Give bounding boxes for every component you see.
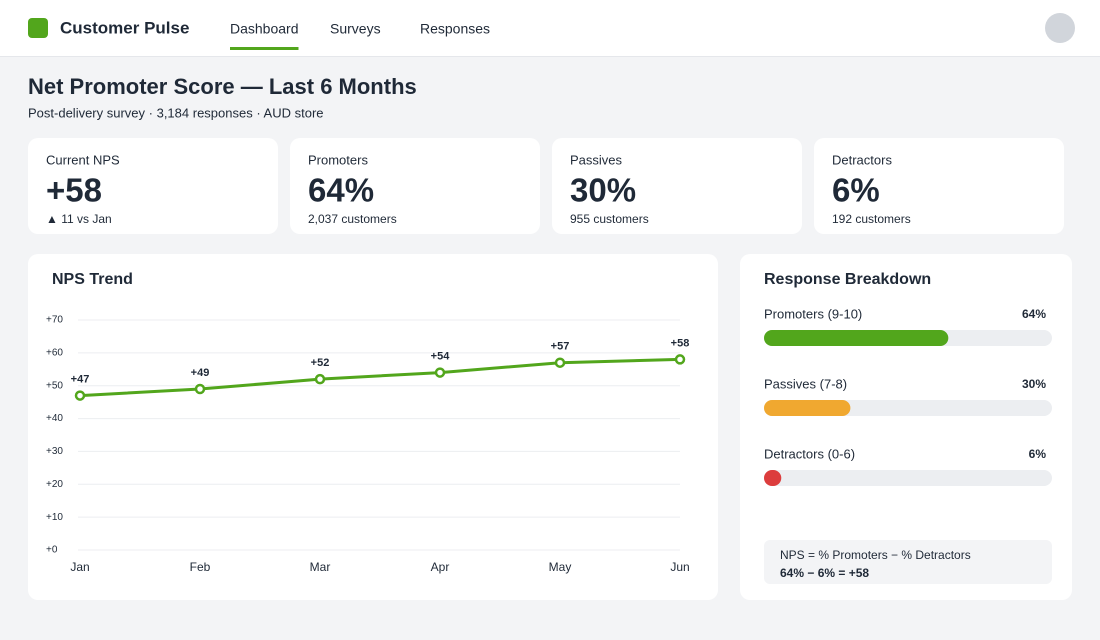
data-point — [434, 367, 446, 378]
avatar[interactable] — [1045, 13, 1075, 43]
x-tick-label: Mar — [310, 560, 331, 574]
data-label: +58 — [671, 337, 690, 349]
y-tick-label: +70 — [46, 315, 63, 326]
y-tick-label: +0 — [46, 545, 58, 556]
breakdown-label: Promoters (9-10) — [764, 306, 862, 321]
page-subtitle: Post-delivery survey · 3,184 responses ·… — [28, 105, 324, 120]
kpi-card — [814, 138, 1064, 234]
breakdown-value: 64% — [1022, 307, 1046, 321]
y-tick-label: +50 — [46, 380, 63, 391]
trend-line — [79, 357, 681, 398]
y-tick-label: +30 — [46, 446, 63, 457]
data-point — [554, 357, 566, 368]
brand: Customer Pulse — [60, 18, 189, 37]
x-tick-label: Apr — [431, 560, 450, 574]
y-tick-label: +40 — [46, 413, 63, 424]
nav-active-underline — [230, 47, 299, 50]
kpi-value: 6% — [832, 172, 880, 209]
bar-fill — [764, 330, 949, 346]
data-label: +57 — [551, 341, 570, 353]
kpi-label: Detractors — [832, 152, 892, 167]
x-tick-label: Jun — [670, 560, 689, 574]
kpi-sub: 2,037 customers — [308, 212, 397, 226]
data-point — [194, 383, 206, 395]
calculation: 64% − 6% = +58 — [780, 566, 869, 580]
x-tick-label: May — [549, 560, 572, 574]
data-label: +54 — [431, 350, 451, 362]
kpi-sub: 955 customers — [570, 212, 649, 226]
kpi-sub: ▲ 11 vs Jan — [46, 212, 112, 226]
data-label: +49 — [191, 367, 210, 379]
header — [0, 0, 1100, 56]
bar-track — [764, 470, 1052, 486]
kpi-value: 30% — [570, 172, 636, 209]
bar-fill — [764, 470, 782, 486]
kpi-label: Passives — [570, 152, 623, 167]
formula-box — [764, 540, 1052, 584]
kpi-card — [290, 138, 540, 234]
breakdown-title: Response Breakdown — [764, 271, 931, 288]
data-point — [674, 354, 686, 365]
y-tick-label: +10 — [46, 512, 63, 523]
kpi-sub: 192 customers — [832, 212, 911, 226]
data-label: +47 — [71, 373, 90, 385]
nav-item[interactable]: Surveys — [330, 21, 381, 37]
kpi-value: 64% — [308, 172, 374, 209]
kpi-card — [552, 138, 802, 234]
chart-panel — [28, 254, 718, 600]
x-tick-label: Feb — [190, 560, 211, 574]
y-tick-label: +60 — [46, 347, 63, 358]
logo — [28, 18, 48, 38]
breakdown-value: 30% — [1022, 377, 1046, 391]
x-tick-label: Jan — [70, 560, 89, 574]
breakdown-value: 6% — [1029, 447, 1047, 461]
chart-title: NPS Trend — [52, 271, 133, 288]
bar-fill — [764, 400, 851, 416]
data-point — [74, 390, 86, 401]
page-title: Net Promoter Score — Last 6 Months — [28, 74, 417, 99]
kpi-label: Promoters — [308, 152, 368, 167]
breakdown-label: Passives (7-8) — [764, 376, 847, 391]
data-point — [314, 373, 326, 385]
data-label: +52 — [311, 357, 330, 369]
nav-item[interactable]: Responses — [420, 21, 490, 37]
formula: NPS = % Promoters − % Detractors — [780, 548, 971, 562]
kpi-label: Current NPS — [46, 152, 120, 167]
y-tick-label: +20 — [46, 479, 63, 490]
kpi-value: +58 — [46, 172, 102, 209]
kpi-card — [28, 138, 278, 234]
nav-item[interactable]: Dashboard — [230, 21, 299, 37]
breakdown-label: Detractors (0-6) — [764, 446, 855, 461]
